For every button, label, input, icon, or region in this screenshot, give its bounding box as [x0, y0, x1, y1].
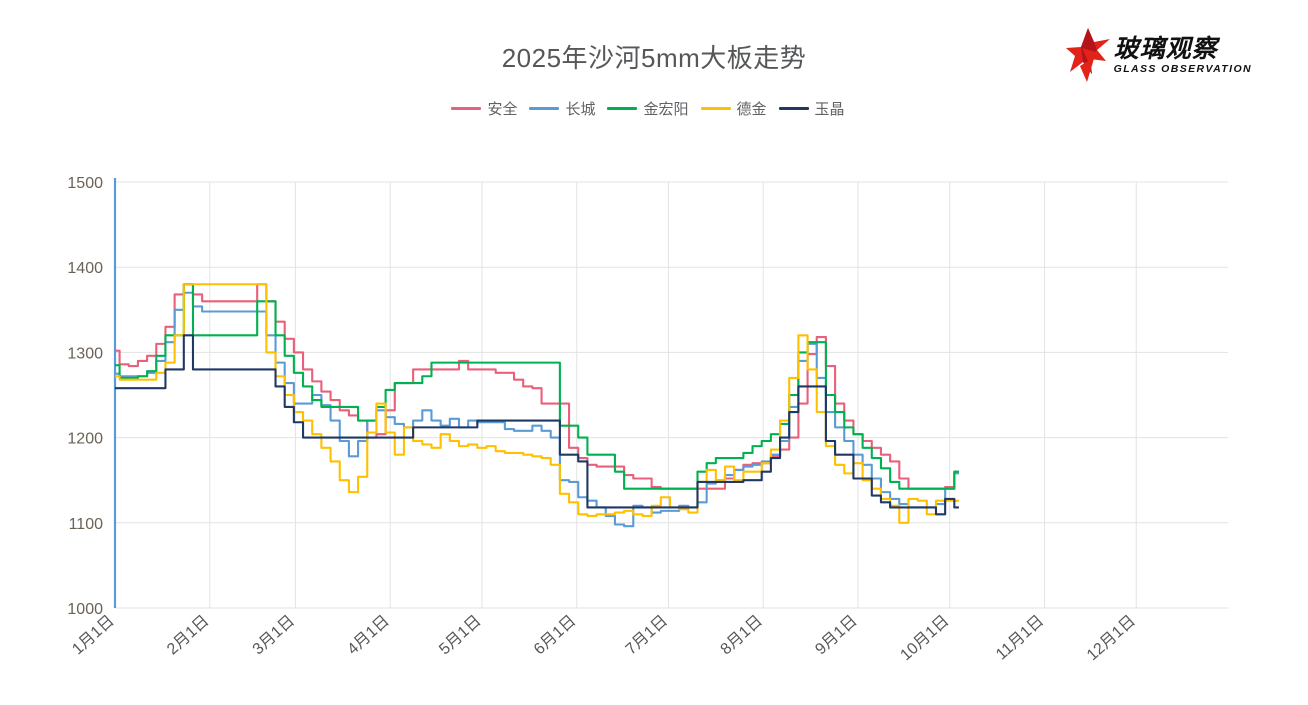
legend-item-玉晶[interactable]: 玉晶: [778, 98, 853, 119]
x-axis-tick-label: 4月1日: [344, 612, 392, 658]
y-axis-tick-label: 1200: [67, 431, 103, 448]
y-axis-tick-label: 1000: [67, 601, 103, 618]
legend-swatch-icon: [451, 107, 482, 110]
red-star-arrow-icon: [1065, 28, 1110, 82]
x-axis-tick-label: 3月1日: [250, 612, 298, 658]
y-axis-tick-label: 1400: [67, 260, 103, 277]
legend-label: 安全: [487, 101, 518, 118]
legend-label: 金宏阳: [643, 101, 689, 118]
x-axis-tick-label: 12月1日: [1084, 612, 1139, 664]
logo-en-text: GLASS OBSERVATION: [1113, 62, 1252, 75]
y-axis-tick-label: 1100: [69, 516, 104, 533]
legend-label: 长城: [565, 101, 596, 118]
chart-legend: 安全 长城 金宏阳 德金 玉晶: [0, 98, 1308, 119]
series-line-德金: [115, 283, 959, 524]
page-title: 2025年沙河5mm大板走势: [501, 43, 807, 73]
x-axis-tick-label: 7月1日: [623, 612, 671, 658]
legend-swatch-icon: [607, 107, 638, 110]
y-axis-tick-label: 1500: [67, 175, 103, 192]
legend-label: 玉晶: [814, 101, 845, 118]
x-axis-tick-label: 6月1日: [531, 612, 579, 658]
x-axis-tick-label: 9月1日: [812, 612, 860, 658]
legend-swatch-icon: [700, 107, 731, 110]
x-axis-tick-label: 11月1日: [993, 612, 1047, 663]
series-line-金宏阳: [115, 283, 959, 490]
legend-label: 德金: [736, 101, 767, 118]
legend-swatch-icon: [778, 107, 809, 110]
brand-logo: 玻璃观察 GLASS OBSERVATION: [1065, 26, 1252, 84]
legend-swatch-icon: [529, 107, 560, 110]
legend-item-长城[interactable]: 长城: [529, 98, 603, 119]
x-axis-tick-label: 10月1日: [897, 612, 952, 664]
series-line-长城: [115, 291, 959, 528]
x-axis-tick-label: 5月1日: [436, 612, 484, 658]
legend-item-安全[interactable]: 安全: [451, 98, 525, 119]
x-axis-tick-label: 1月1日: [69, 612, 117, 658]
legend-item-金宏阳[interactable]: 金宏阳: [607, 98, 696, 119]
y-axis-tick-label: 1300: [67, 345, 103, 362]
series-line-安全: [115, 283, 959, 490]
series-line-玉晶: [115, 334, 959, 516]
logo-wordmark: 玻璃观察 GLASS OBSERVATION: [1114, 36, 1252, 75]
x-axis-tick-label: 8月1日: [718, 612, 766, 658]
logo-cn-text: 玻璃观察: [1113, 33, 1218, 63]
legend-item-德金[interactable]: 德金: [700, 98, 775, 119]
x-axis-tick-label: 2月1日: [164, 612, 212, 658]
